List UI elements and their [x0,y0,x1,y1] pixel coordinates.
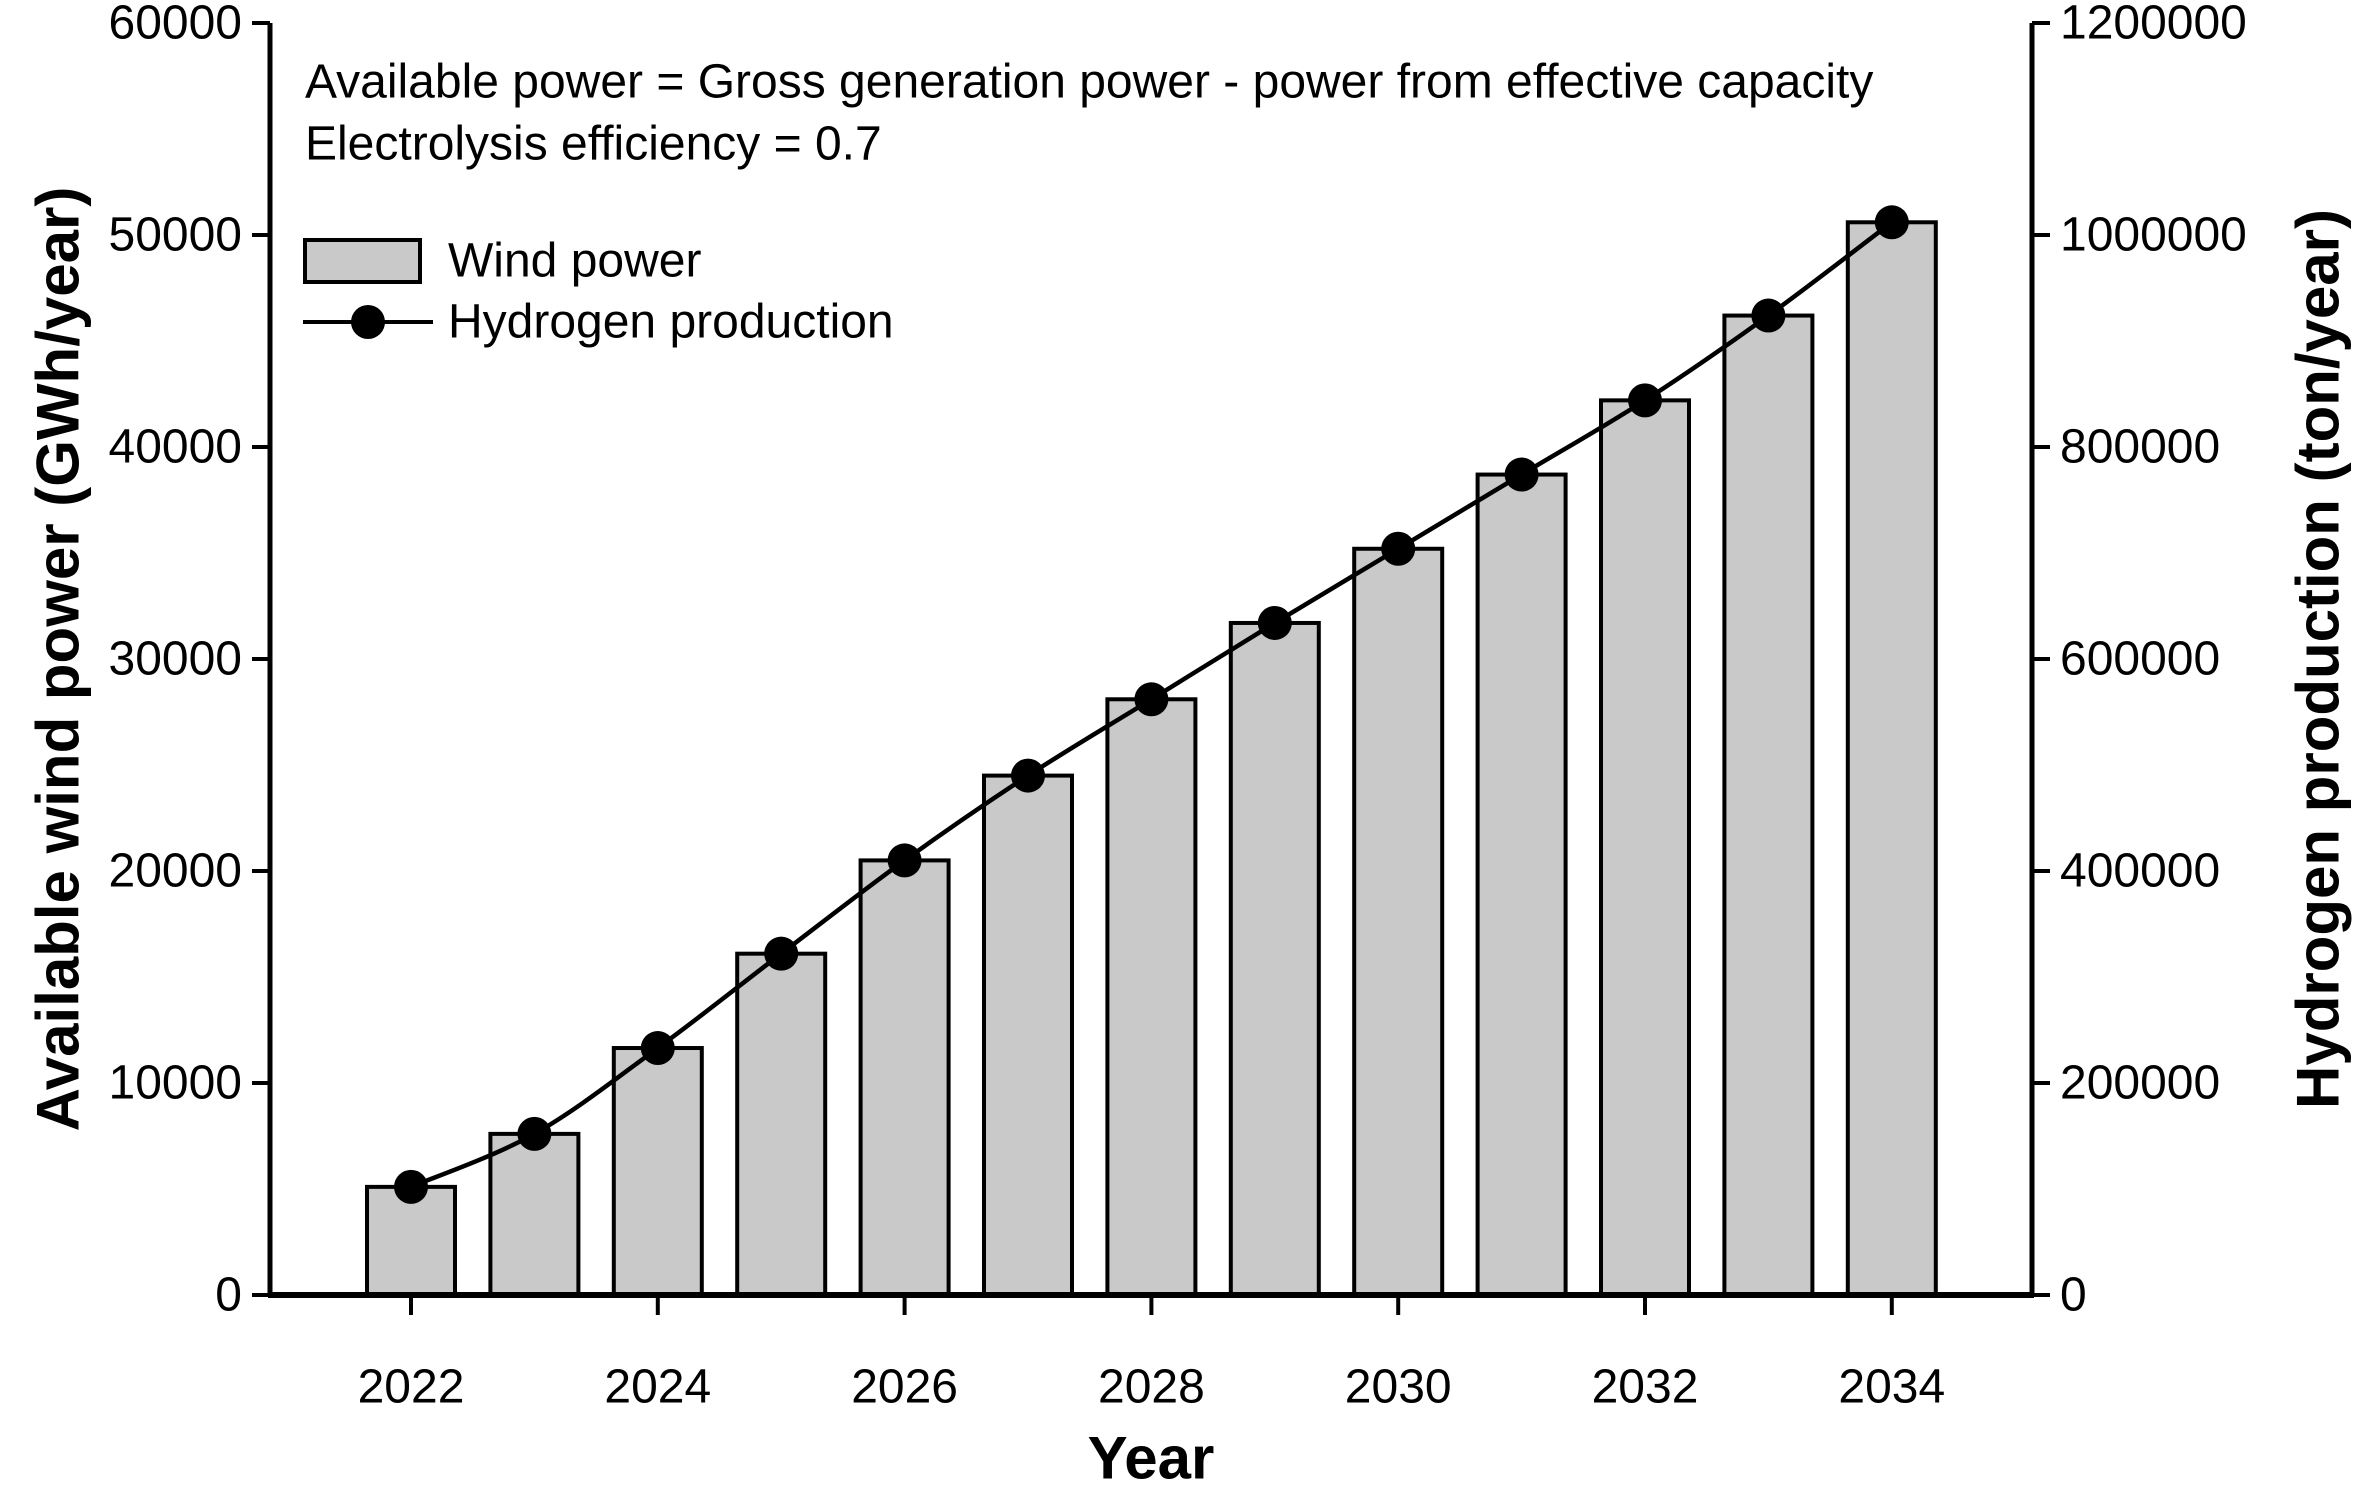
hydrogen-line-group [394,205,1909,1204]
bar-2027 [982,773,1074,1297]
bar-2033 [1722,313,1815,1297]
y-left-tick-label-30000: 30000 [109,633,242,686]
bars-group [365,220,1938,1298]
y-right-tick-label-600000: 600000 [2060,633,2220,686]
hydrogen-point-2024 [640,1031,675,1066]
bar-2032 [1599,398,1691,1297]
hydrogen-point-2034 [1874,205,1909,240]
y-left-tick-label-40000: 40000 [109,421,242,474]
hydrogen-point-2023 [517,1116,552,1151]
hydrogen-point-2031 [1504,457,1539,492]
y-right-tick-label-800000: 800000 [2060,421,2220,474]
x-tick-label-2032: 2032 [1592,1361,1699,1414]
bar-2023 [488,1131,581,1297]
y-right-tick-label-0: 0 [2060,1269,2087,1322]
x-tick-label-2022: 2022 [358,1361,465,1414]
x-tick-label-2034: 2034 [1838,1361,1945,1414]
legend: Wind power Hydrogen production [303,235,894,349]
y-left-tick-label-20000: 20000 [109,845,242,898]
legend-hydrogen-label: Hydrogen production [448,296,894,349]
x-tick-label-2024: 2024 [604,1361,711,1414]
hydrogen-point-2026 [887,843,922,878]
annotation-line-2: Electrolysis efficiency = 0.7 [305,118,882,171]
hydrogen-point-2030 [1381,531,1416,566]
hydrogen-point-2029 [1257,605,1292,640]
y-right-tick-label-200000: 200000 [2060,1057,2220,1110]
legend-wind-power-swatch [303,238,422,284]
annotation-line-1: Available power = Gross generation power… [305,56,1873,109]
y-right-tick-label-1200000: 1200000 [2060,0,2247,50]
x-tick-label-2030: 2030 [1345,1361,1452,1414]
bar-2034 [1845,220,1938,1297]
bar-2024 [611,1046,704,1298]
legend-wind-power-label: Wind power [448,235,701,288]
bar-2030 [1352,546,1445,1297]
bar-2031 [1475,472,1568,1297]
x-axis-title: Year [1088,1425,1215,1492]
y-left-tick-label-60000: 60000 [109,0,242,50]
bar-2025 [735,951,828,1297]
hydrogen-point-2025 [764,936,799,971]
y-left-tick-label-0: 0 [215,1269,242,1322]
y-left-tick-label-10000: 10000 [109,1057,242,1110]
hydrogen-point-2027 [1011,758,1045,793]
legend-hydrogen-dot-marker [351,305,385,339]
axes-group: 0100002000030000400005000060000020000040… [109,0,2247,1414]
bar-2026 [858,858,951,1298]
y-left-tick-label-50000: 50000 [109,209,242,262]
x-tick-label-2026: 2026 [851,1361,958,1414]
bar-2028 [1105,697,1198,1297]
y-axis-title-right: Hydrogen production (ton/year) [2285,209,2352,1109]
hydrogen-point-2028 [1134,682,1169,717]
y-right-tick-label-400000: 400000 [2060,845,2220,898]
hydrogen-point-2032 [1628,383,1662,418]
bar-2029 [1228,620,1321,1297]
hydrogen-point-2033 [1751,298,1786,333]
y-axis-title-left: Available wind power (GWh/year) [25,187,92,1132]
hydrogen-point-2022 [394,1169,428,1204]
x-tick-label-2028: 2028 [1098,1361,1205,1414]
y-right-tick-label-1000000: 1000000 [2060,209,2247,262]
